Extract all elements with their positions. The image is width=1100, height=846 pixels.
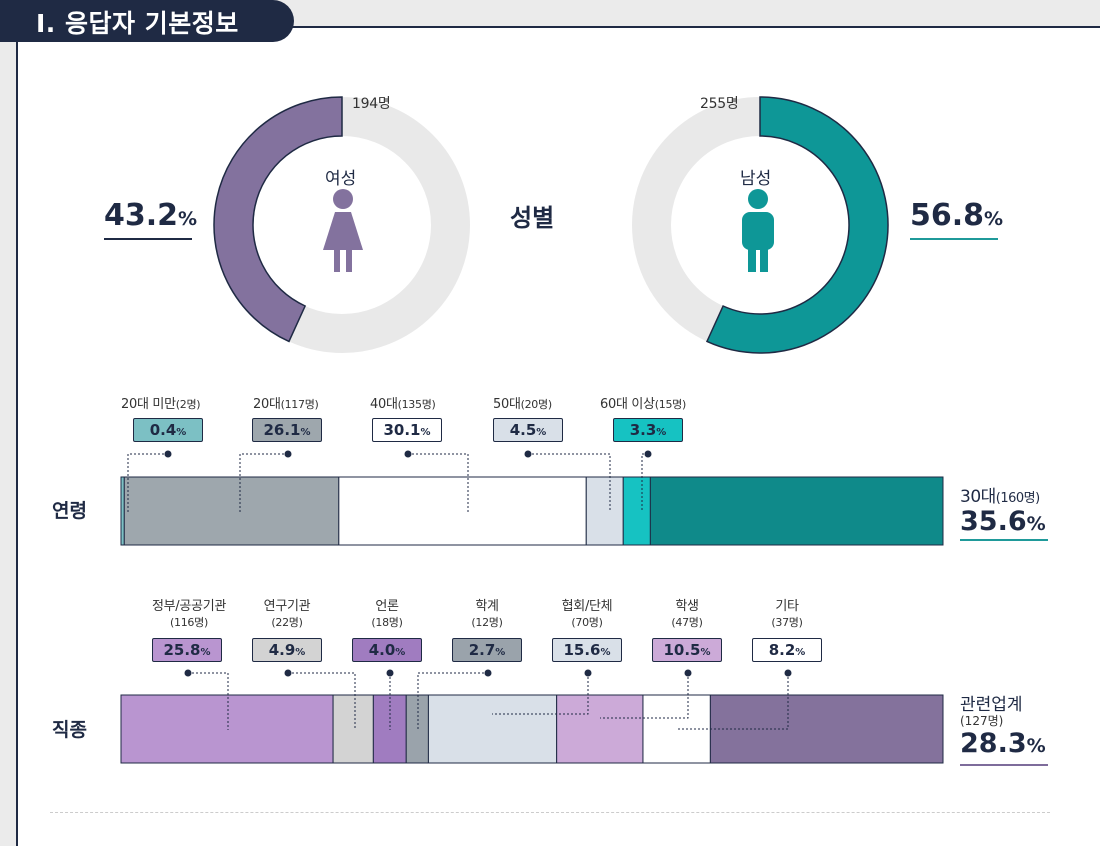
job-bar-segment-3	[405, 694, 429, 764]
job-pct-government: 25.8%	[152, 638, 222, 662]
age-pct-60plus: 3.3%	[613, 418, 683, 442]
job-bar-segment-1	[332, 694, 374, 764]
female-percent-underline	[104, 238, 192, 240]
job-leader-dot	[784, 669, 792, 677]
gender-section-label: 성별	[510, 204, 555, 232]
age-label-60plus: 60대 이상(15명)	[600, 397, 686, 412]
age-bar-segment-3	[585, 476, 624, 546]
age-leader-dot	[404, 450, 412, 458]
job-pct-press: 4.0%	[352, 638, 422, 662]
job-bar-segment-7	[709, 694, 944, 764]
job-bar-segment-6	[642, 694, 711, 764]
age-bar-segment-5	[649, 476, 944, 546]
age-label-40s: 40대(135명)	[370, 397, 436, 412]
age-pct-50s: 4.5%	[493, 418, 563, 442]
age-largest-underline	[960, 539, 1048, 541]
job-largest-label: 관련업계	[960, 695, 1023, 715]
job-leader-dot	[284, 669, 292, 677]
age-label-20s: 20대(117명)	[253, 397, 319, 412]
job-label-press: 언론 (18명)	[371, 599, 403, 629]
male-share-arc	[705, 96, 889, 354]
age-leader-dot	[284, 450, 292, 458]
job-label-research: 연구기관 (22명)	[263, 599, 311, 629]
job-section-label: 직종	[52, 719, 87, 741]
job-label-association: 협회/단체 (70명)	[561, 599, 613, 629]
job-bar-segment-0	[120, 694, 334, 764]
female-count: 194명	[352, 96, 391, 112]
job-bar-segment-4	[427, 694, 558, 764]
male-label: 남성	[740, 169, 772, 189]
job-label-student: 학생 (47명)	[671, 599, 703, 629]
age-bar-segment-4	[622, 476, 651, 546]
age-largest-label: 30대(160명)	[960, 487, 1040, 507]
job-pct-student: 10.5%	[652, 638, 722, 662]
age-bar-segment-1	[123, 476, 340, 546]
age-largest-percent: 35.6%	[960, 506, 1046, 537]
age-leader-dot	[644, 450, 652, 458]
section-header: Ⅰ. 응답자 기본정보	[0, 0, 294, 42]
female-icon	[323, 189, 363, 272]
female-label: 여성	[325, 169, 357, 189]
male-icon	[742, 189, 774, 272]
job-bar-segment-5	[556, 694, 644, 764]
bottom-divider	[50, 812, 1050, 813]
male-percent-underline	[910, 238, 998, 240]
section-title: Ⅰ. 응답자 기본정보	[36, 9, 239, 38]
age-label-50s: 50대(20명)	[493, 397, 552, 412]
job-leader-dot	[184, 669, 192, 677]
job-largest-count: (127명)	[960, 714, 1004, 728]
job-leader-lines	[188, 672, 789, 730]
job-label-government: 정부/공공기관 (116명)	[151, 599, 227, 629]
male-percent: 56.8%	[910, 198, 1004, 233]
age-leader-dot	[164, 450, 172, 458]
male-count: 255명	[700, 96, 739, 112]
job-leader-dot	[684, 669, 692, 677]
female-share-arc	[213, 96, 343, 343]
job-leader-dot	[484, 669, 492, 677]
job-largest-underline	[960, 764, 1048, 766]
age-pct-40s: 30.1%	[372, 418, 442, 442]
age-pct-under20: 0.4%	[133, 418, 203, 442]
age-bar-segment-2	[338, 476, 587, 546]
job-label-other: 기타 (37명)	[771, 599, 803, 629]
age-section-label: 연령	[52, 500, 87, 522]
job-pct-academia: 2.7%	[452, 638, 522, 662]
job-bar-chart	[120, 669, 944, 764]
age-bar-chart	[120, 450, 944, 546]
job-leader-dot	[386, 669, 394, 677]
age-leader-dot	[524, 450, 532, 458]
job-pct-research: 4.9%	[252, 638, 322, 662]
job-label-academia: 학계 (12명)	[471, 599, 503, 629]
age-label-under20: 20대 미만(2명)	[121, 397, 201, 412]
age-pct-20s: 26.1%	[252, 418, 322, 442]
gender-donut-chart	[213, 96, 889, 354]
job-pct-association: 15.6%	[552, 638, 622, 662]
job-largest-percent: 28.3%	[960, 728, 1046, 759]
female-percent: 43.2%	[104, 198, 198, 233]
job-pct-other: 8.2%	[752, 638, 822, 662]
job-leader-dot	[584, 669, 592, 677]
